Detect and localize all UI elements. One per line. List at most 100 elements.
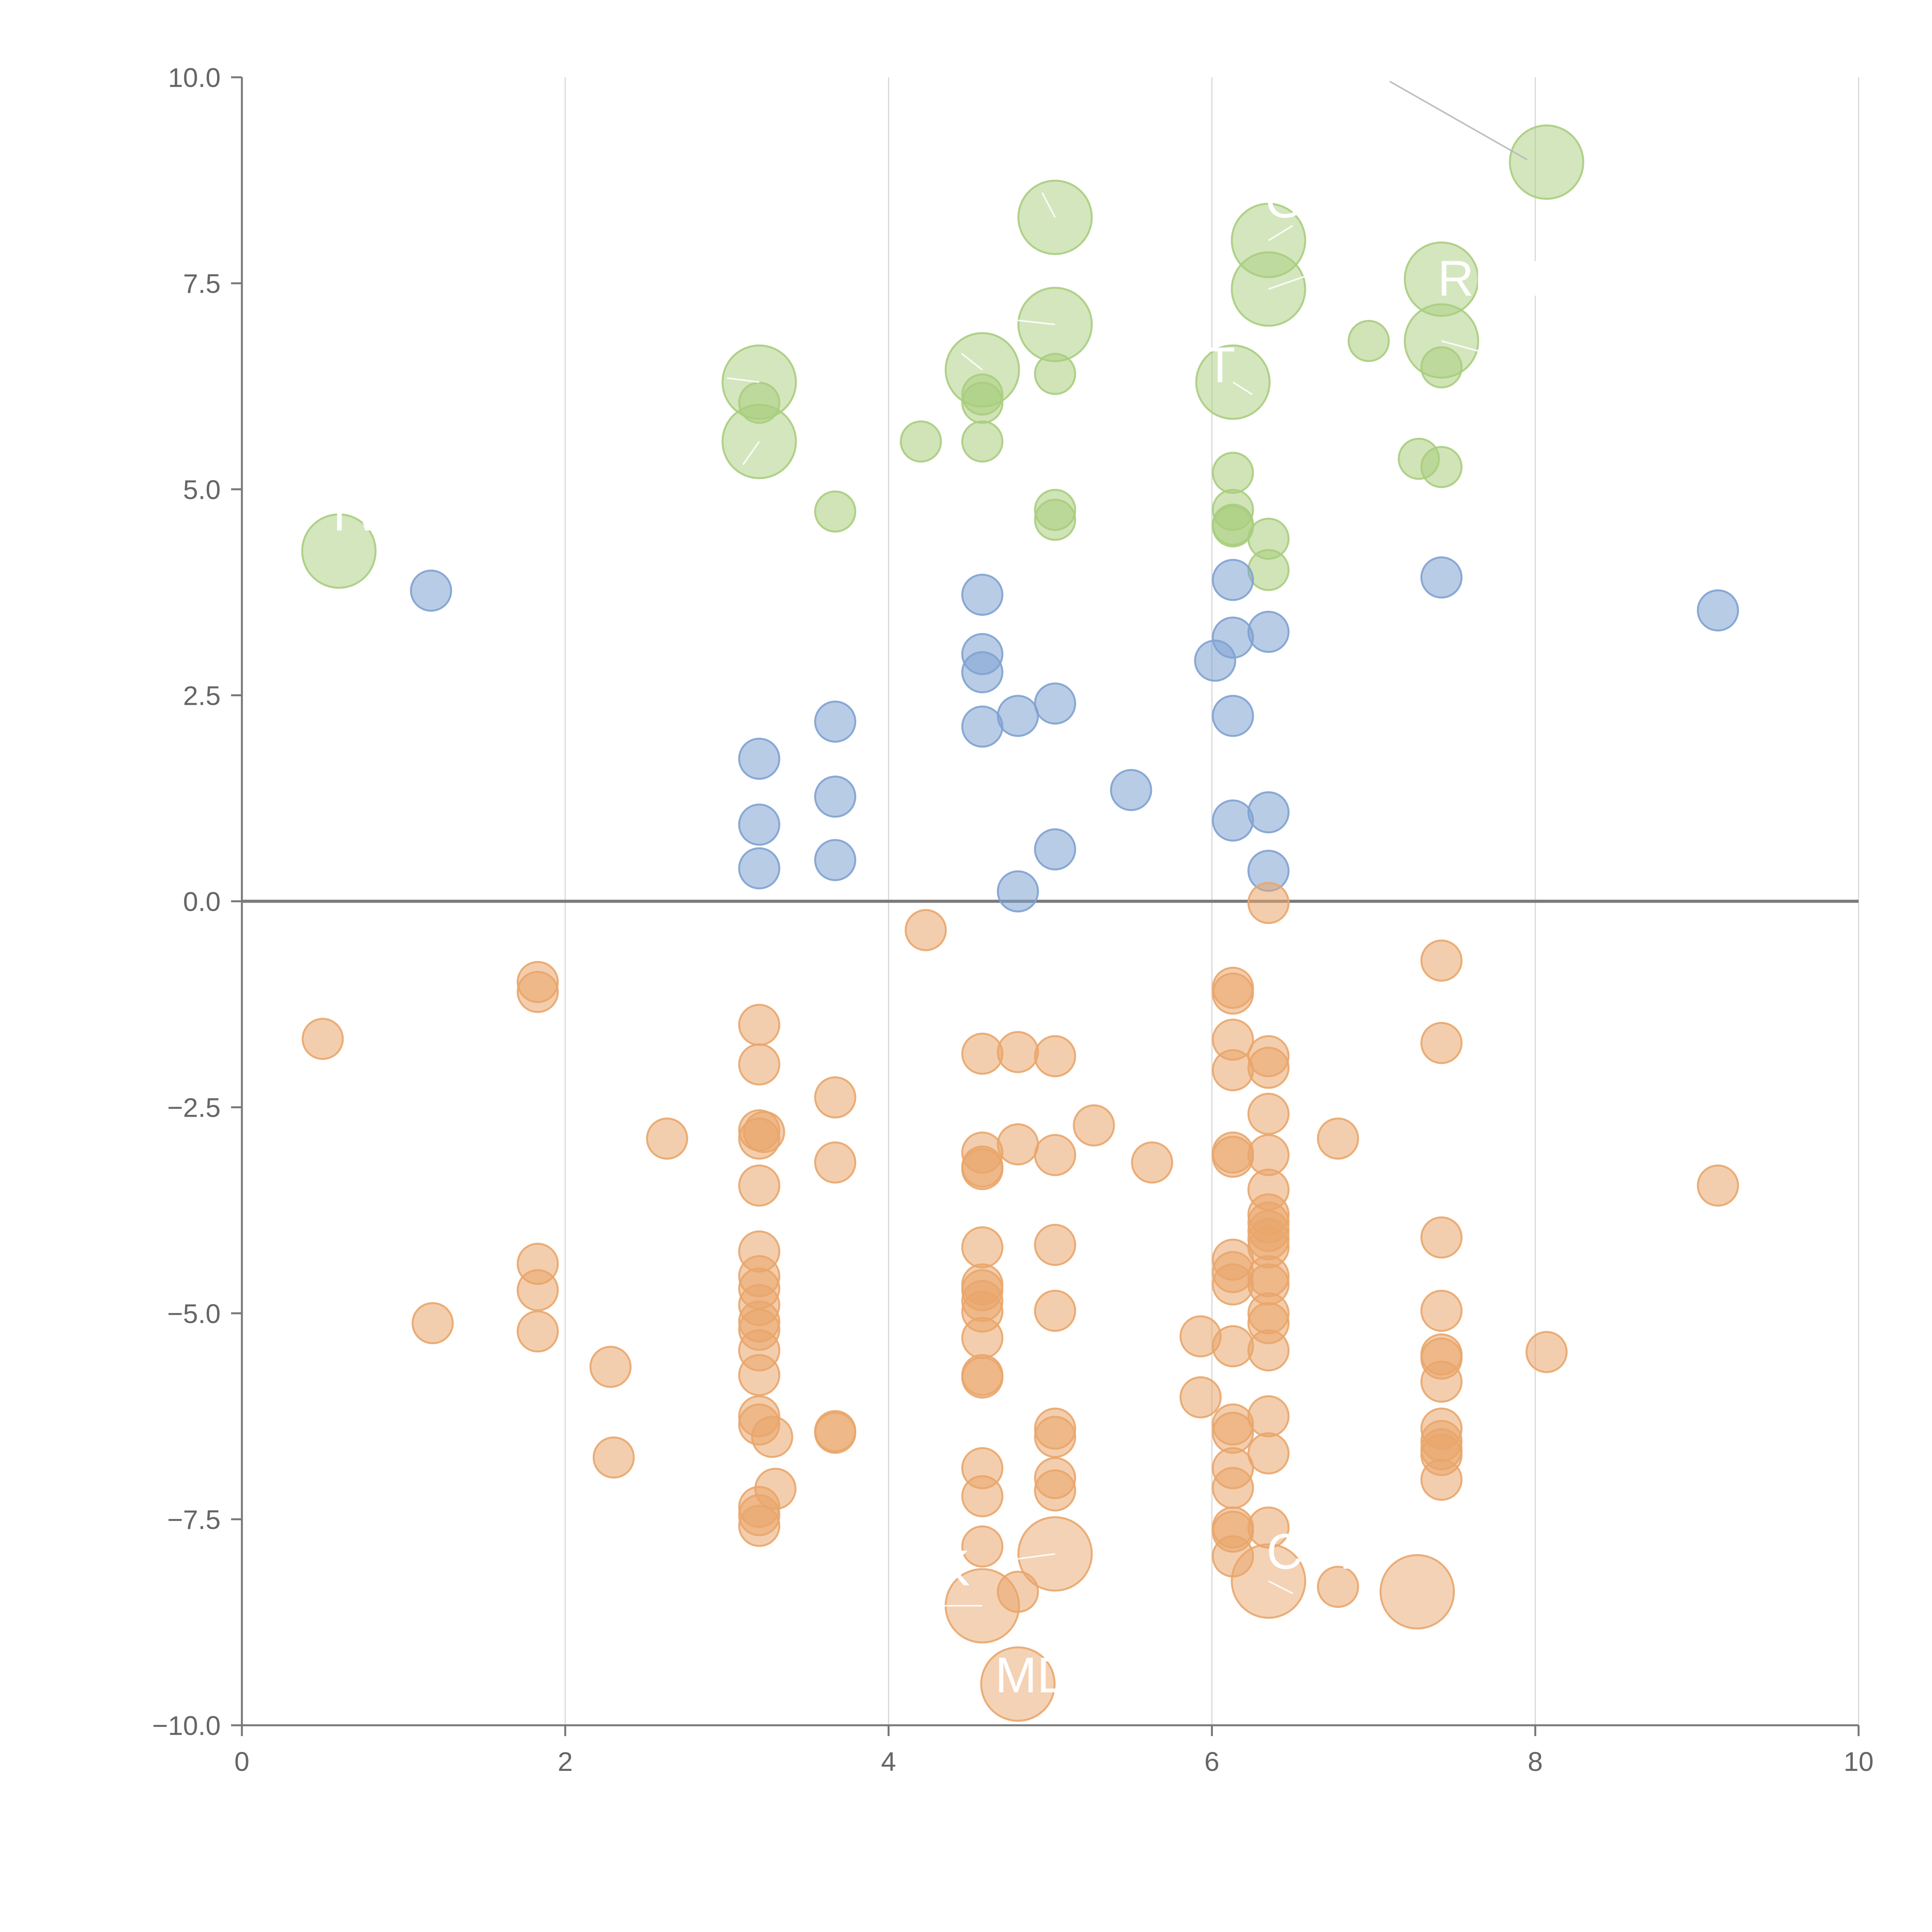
data-point-blue	[738, 847, 781, 889]
annotation-leader	[1018, 320, 1055, 325]
data-point-orange	[1034, 1416, 1077, 1458]
annotation-leader	[1441, 340, 1487, 354]
point-annotation-label: G	[1265, 172, 1304, 228]
data-point-orange	[738, 1505, 781, 1547]
annotation-leader	[1268, 1580, 1293, 1594]
data-point-orange	[1179, 1376, 1222, 1418]
data-point-orange	[1317, 1566, 1359, 1608]
data-point-orange	[751, 1416, 793, 1458]
data-point-orange	[1034, 1469, 1077, 1512]
x-tick-label: 2	[558, 1747, 573, 1777]
data-point-orange	[1212, 1412, 1254, 1454]
data-point-orange	[997, 1571, 1039, 1613]
data-point-orange	[1420, 1361, 1463, 1403]
data-point-green	[961, 420, 1003, 463]
data-point-orange	[738, 1354, 781, 1396]
data-point-orange	[589, 1345, 632, 1388]
data-point-orange	[814, 1141, 857, 1184]
data-point-blue	[997, 695, 1039, 737]
x-tick-label: 4	[881, 1747, 896, 1777]
data-point-orange	[1247, 1046, 1290, 1089]
y-tick-label: −2.5	[167, 1093, 221, 1123]
annotation-leader	[1389, 80, 1528, 160]
x-tick-label: 8	[1528, 1747, 1543, 1777]
data-point-blue	[814, 839, 857, 881]
data-point-blue	[814, 776, 857, 818]
data-point-blue	[1697, 589, 1739, 632]
data-point-orange	[1212, 1467, 1254, 1509]
data-point-orange	[814, 1412, 857, 1454]
data-point-orange	[1247, 1093, 1290, 1135]
annotation-leader	[1268, 274, 1310, 290]
data-point-orange	[1212, 1325, 1254, 1367]
data-point-green	[814, 490, 857, 533]
data-point-orange	[1034, 1289, 1077, 1332]
annotation-leader	[1018, 1553, 1055, 1560]
x-tick-label: 6	[1204, 1747, 1219, 1777]
data-point-blue	[961, 573, 1003, 616]
data-point-blue	[1212, 799, 1254, 842]
data-point-orange	[1034, 1134, 1077, 1176]
data-point-green	[1034, 489, 1077, 531]
data-point-blue	[1034, 682, 1077, 725]
point-annotation-label: C	[1267, 1523, 1303, 1580]
data-point-orange	[961, 1317, 1003, 1359]
data-point-orange	[1247, 882, 1290, 924]
data-point-orange	[961, 1475, 1003, 1517]
data-point-blue	[1034, 828, 1077, 871]
data-point-orange	[1131, 1141, 1173, 1184]
data-point-orange	[1212, 1136, 1254, 1178]
y-tick-label: 7.5	[183, 269, 221, 299]
data-point-orange	[1247, 1432, 1290, 1475]
x-tick-label: 10	[1844, 1747, 1874, 1777]
y-tick-label: 5.0	[183, 474, 221, 505]
data-point-orange	[961, 1148, 1003, 1190]
data-point-orange	[738, 1003, 781, 1046]
data-point-orange	[738, 1164, 781, 1207]
data-point-orange	[1247, 1395, 1290, 1437]
data-point-orange	[961, 1525, 1003, 1568]
data-point-orange	[1420, 1459, 1463, 1501]
data-point-orange	[1212, 972, 1254, 1015]
annotation-labels: TW T G REIT K MD C R	[324, 172, 1552, 1703]
data-point-orange	[517, 971, 559, 1013]
data-point-orange	[738, 1043, 781, 1086]
data-point-green	[738, 381, 781, 424]
data-point-blue	[997, 870, 1039, 913]
data-point-orange	[743, 1111, 785, 1153]
annotation-leader	[1232, 381, 1253, 395]
y-tick-label: −7.5	[167, 1505, 221, 1535]
data-point-green	[1034, 353, 1077, 395]
data-point-blue	[961, 705, 1003, 748]
data-point-blue	[410, 570, 452, 612]
point-annotation-label: K	[937, 1539, 970, 1596]
data-point-orange	[997, 1123, 1039, 1166]
annotation-leader	[1268, 225, 1293, 241]
data-point-orange	[1420, 1289, 1463, 1332]
data-point-orange	[1034, 1224, 1077, 1266]
data-point-green	[301, 513, 377, 589]
data-point-orange	[814, 1076, 857, 1119]
data-point-orange	[1034, 1035, 1077, 1077]
data-point-orange	[646, 1117, 688, 1160]
data-point-orange	[1212, 1049, 1254, 1092]
y-tick-label: 2.5	[183, 680, 221, 711]
data-point-blue	[961, 651, 1003, 694]
data-point-green	[1509, 124, 1584, 200]
data-point-green	[1247, 549, 1290, 591]
data-point-orange	[905, 909, 947, 951]
point-annotation-label: R	[1339, 1523, 1376, 1580]
annotation-leader	[742, 441, 760, 465]
axes: 0 2 4 6 8 10 10.0 7.5 5.0 2.5 0.0 −2.5 −5.0 −7.5 −10.0	[152, 63, 1874, 1777]
data-point-orange	[1317, 1117, 1359, 1160]
data-point-orange	[1420, 1022, 1463, 1064]
data-point-orange	[997, 1031, 1039, 1073]
y-tick-label: −5.0	[167, 1299, 221, 1329]
annotation-leader	[726, 377, 760, 383]
data-point-orange	[1247, 1329, 1290, 1372]
y-tick-label: 0.0	[183, 887, 221, 917]
point-annotation-label: T	[1205, 337, 1235, 393]
data-point-green	[1212, 452, 1254, 494]
data-point-orange	[1212, 1263, 1254, 1306]
